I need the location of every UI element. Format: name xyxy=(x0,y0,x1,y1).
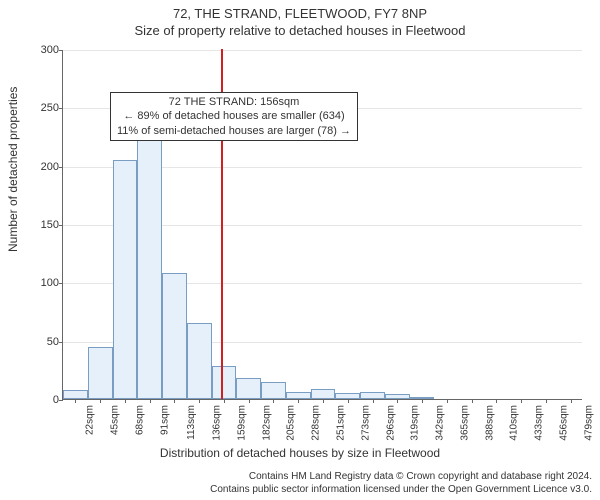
histogram-bar xyxy=(162,273,187,399)
x-tick-label: 319sqm xyxy=(410,405,421,441)
y-tick-label: 0 xyxy=(53,394,59,406)
y-tick-mark xyxy=(59,283,63,284)
histogram-bar xyxy=(212,366,237,399)
histogram-bar xyxy=(113,160,138,399)
x-tick-mark xyxy=(571,399,572,403)
x-tick-mark xyxy=(323,399,324,403)
y-tick-label: 150 xyxy=(41,219,59,231)
x-tick-mark xyxy=(273,399,274,403)
x-tick-label: 365sqm xyxy=(459,405,470,441)
chart-container: Number of detached properties 0 50 100 150 2… xyxy=(0,42,600,472)
x-tick-mark xyxy=(348,399,349,403)
x-tick-label: 205sqm xyxy=(286,405,297,441)
x-tick-mark xyxy=(249,399,250,403)
title-line-1: 72, THE STRAND, FLEETWOOD, FY7 8NP xyxy=(0,6,600,21)
x-tick-mark xyxy=(75,399,76,403)
x-tick-label: 456sqm xyxy=(558,405,569,441)
x-tick-mark xyxy=(447,399,448,403)
y-tick-label: 100 xyxy=(41,277,59,289)
histogram-bar xyxy=(187,323,212,399)
x-tick-mark xyxy=(100,399,101,403)
y-tick-mark xyxy=(59,50,63,51)
x-axis-title: Distribution of detached houses by size … xyxy=(0,446,600,460)
footer-attribution: Contains HM Land Registry data © Crown c… xyxy=(210,471,592,496)
x-tick-mark xyxy=(496,399,497,403)
y-tick-mark xyxy=(59,225,63,226)
x-tick-label: 388sqm xyxy=(484,405,495,441)
y-tick-label: 50 xyxy=(47,336,59,348)
annotation-line-2: ← 89% of detached houses are smaller (63… xyxy=(117,109,351,123)
histogram-bar xyxy=(360,392,385,399)
title-line-2: Size of property relative to detached ho… xyxy=(0,23,600,38)
x-tick-label: 433sqm xyxy=(533,405,544,441)
x-tick-label: 296sqm xyxy=(385,405,396,441)
x-tick-label: 159sqm xyxy=(236,405,247,441)
histogram-bar xyxy=(88,347,113,400)
x-tick-mark xyxy=(224,399,225,403)
x-tick-mark xyxy=(150,399,151,403)
x-tick-label: 342sqm xyxy=(434,405,445,441)
histogram-bar xyxy=(236,378,261,399)
histogram-bar xyxy=(63,390,88,399)
x-tick-mark xyxy=(397,399,398,403)
x-tick-label: 45sqm xyxy=(110,405,121,435)
x-tick-label: 479sqm xyxy=(583,405,594,441)
annotation-line-3: 11% of semi-detached houses are larger (… xyxy=(117,124,351,138)
x-tick-label: 410sqm xyxy=(509,405,520,441)
x-tick-label: 136sqm xyxy=(211,405,222,441)
x-tick-mark xyxy=(298,399,299,403)
histogram-bar xyxy=(137,137,162,400)
gridline xyxy=(63,50,582,51)
x-tick-label: 91sqm xyxy=(159,405,170,435)
y-tick-mark xyxy=(59,342,63,343)
annotation-box: 72 THE STRAND: 156sqm ← 89% of detached … xyxy=(110,92,358,141)
x-tick-mark xyxy=(174,399,175,403)
y-tick-label: 200 xyxy=(41,161,59,173)
x-tick-mark xyxy=(422,399,423,403)
y-tick-mark xyxy=(59,400,63,401)
histogram-bar xyxy=(311,389,336,400)
x-tick-mark xyxy=(125,399,126,403)
chart-title-block: 72, THE STRAND, FLEETWOOD, FY7 8NP Size … xyxy=(0,0,600,38)
y-tick-label: 250 xyxy=(41,102,59,114)
x-tick-mark xyxy=(472,399,473,403)
x-tick-label: 228sqm xyxy=(311,405,322,441)
x-tick-label: 68sqm xyxy=(134,405,145,435)
histogram-bar xyxy=(261,382,286,400)
x-tick-mark xyxy=(546,399,547,403)
annotation-line-1: 72 THE STRAND: 156sqm xyxy=(117,95,351,109)
footer-line-1: Contains HM Land Registry data © Crown c… xyxy=(210,471,592,484)
x-tick-label: 22sqm xyxy=(85,405,96,435)
x-tick-mark xyxy=(521,399,522,403)
x-tick-label: 251sqm xyxy=(335,405,346,441)
y-tick-mark xyxy=(59,167,63,168)
x-tick-mark xyxy=(373,399,374,403)
x-tick-mark xyxy=(199,399,200,403)
y-axis-title: Number of detached properties xyxy=(6,87,20,252)
x-tick-label: 273sqm xyxy=(360,405,371,441)
x-tick-label: 113sqm xyxy=(186,405,197,440)
y-tick-mark xyxy=(59,108,63,109)
x-tick-label: 182sqm xyxy=(261,405,272,441)
histogram-bar xyxy=(286,392,311,399)
y-tick-label: 300 xyxy=(41,44,59,56)
footer-line-2: Contains public sector information licen… xyxy=(210,484,592,497)
